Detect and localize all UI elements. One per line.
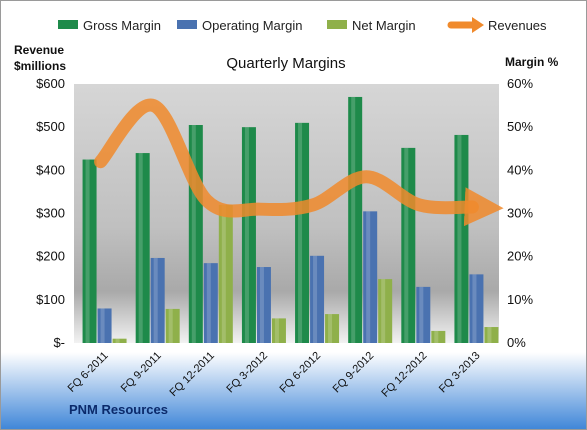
gross-margin-bar [454,134,469,343]
gross-margin-bar-highlight [85,159,90,343]
net-margin-bar [165,308,180,343]
operating-margin-bar-highlight [100,308,105,343]
net-margin-bar [431,330,446,343]
revenue-line [94,98,504,227]
net-margin-bar [378,279,393,343]
net-margin-legend-label: Net Margin [352,18,416,33]
operating-margin-bar [310,255,325,343]
net-margin-bar-highlight [381,279,386,343]
operating-margin-bar-highlight [206,263,211,343]
gross-margin-legend-label: Gross Margin [83,18,161,33]
operating-margin-bar [363,211,378,343]
operating-margin-bar [469,274,484,343]
left-tick-label: $- [53,335,65,350]
right-tick-label: 30% [507,206,533,221]
revenues-legend-label: Revenues [488,18,547,33]
legend: Gross Margin Operating Margin Net Margin Re… [58,17,547,33]
net-margin-bar-highlight [115,338,120,343]
net-margin-legend-swatch [327,20,347,29]
operating-margin-legend-swatch [177,20,197,29]
left-tick-label: $200 [36,249,65,264]
left-axis: $600 $500 $400 $300 $200 $100 $- [36,76,65,350]
right-axis-title: Margin % [505,55,559,69]
net-margin-bar-highlight [434,330,439,343]
left-tick-label: $600 [36,76,65,91]
revenues-legend-arrow [472,17,484,33]
operating-margin-bar [203,263,218,343]
left-axis-title-line2: $millions [14,59,66,73]
gross-margin-bar-highlight [138,153,143,343]
operating-margin-bar-highlight [472,274,477,343]
net-margin-bar [112,338,127,343]
operating-margin-legend-label: Operating Margin [202,18,302,33]
right-tick-label: 50% [507,119,533,134]
right-tick-label: 60% [507,76,533,91]
operating-margin-bar [256,267,271,343]
revenues-line [94,98,504,227]
right-axis: 60% 50% 40% 30% 20% 10% 0% [507,76,533,350]
chart-title: Quarterly Margins [226,55,345,72]
operating-margin-bar-highlight [313,255,318,343]
net-margin-bar-highlight [487,327,492,343]
gross-margin-bar-highlight [244,127,249,344]
left-tick-label: $500 [36,119,65,134]
left-tick-label: $100 [36,292,65,307]
left-tick-label: $400 [36,162,65,177]
net-margin-bar-highlight [168,308,173,343]
net-margin-bar [218,204,233,343]
right-tick-label: 0% [507,335,526,350]
gross-margin-bar-highlight [351,96,356,343]
left-axis-title-line1: Revenue [14,43,64,57]
operating-margin-bar [97,308,112,343]
net-margin-bar [325,314,340,343]
gross-margin-bar-highlight [298,122,303,343]
operating-margin-bar-highlight [153,257,158,343]
gross-margin-bar [135,153,150,343]
operating-margin-bar-highlight [419,286,424,343]
gross-margin-legend-swatch [58,20,78,29]
gross-margin-bar-highlight [191,125,196,343]
net-margin-bar-highlight [328,314,333,343]
source-label: PNM Resources [69,402,168,417]
operating-margin-bar [416,286,431,343]
operating-margin-bar-highlight [259,267,264,343]
right-tick-label: 40% [507,162,533,177]
left-tick-label: $300 [36,206,65,221]
net-margin-bar-highlight [274,318,279,343]
gross-margin-bar-highlight [457,134,462,343]
right-tick-label: 20% [507,249,533,264]
gross-margin-bar [82,159,97,343]
net-margin-bar [484,327,499,343]
gross-margin-bar [241,127,256,344]
gross-margin-bar [295,122,310,343]
right-tick-label: 10% [507,292,533,307]
net-margin-bar [271,318,286,343]
operating-margin-bar-highlight [366,211,371,343]
gross-margin-bar-highlight [404,147,409,343]
operating-margin-bar [150,257,165,343]
net-margin-bar-highlight [221,204,226,343]
gross-margin-bar [348,96,363,343]
